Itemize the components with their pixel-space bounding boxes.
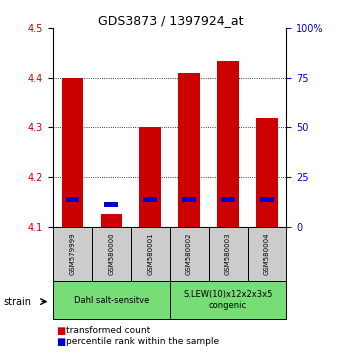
Text: GSM580001: GSM580001 [147, 233, 153, 275]
Text: ■: ■ [56, 337, 65, 347]
Bar [92, 227, 131, 281]
Bar [169, 281, 286, 319]
Text: GSM580002: GSM580002 [186, 233, 192, 275]
Bar [139, 127, 161, 227]
Bar [143, 197, 157, 202]
Bar [221, 197, 235, 202]
Bar [209, 227, 248, 281]
Text: percentile rank within the sample: percentile rank within the sample [66, 337, 220, 346]
Bar [131, 227, 169, 281]
Bar [256, 118, 278, 227]
Text: GSM580004: GSM580004 [264, 233, 270, 275]
Text: S.LEW(10)x12x2x3x5
congenic: S.LEW(10)x12x2x3x5 congenic [183, 290, 273, 310]
Text: transformed count: transformed count [66, 326, 151, 336]
Text: GDS3873 / 1397924_at: GDS3873 / 1397924_at [98, 14, 243, 27]
Bar [53, 281, 169, 319]
Bar [260, 197, 274, 202]
Bar [62, 78, 83, 227]
Text: strain: strain [3, 297, 31, 307]
Text: GSM580000: GSM580000 [108, 233, 114, 275]
Bar [104, 202, 118, 207]
Bar [178, 73, 200, 227]
Bar [65, 197, 79, 202]
Text: ■: ■ [56, 326, 65, 336]
Text: Dahl salt-sensitve: Dahl salt-sensitve [74, 296, 149, 304]
Bar [169, 227, 209, 281]
Text: GSM579999: GSM579999 [69, 233, 75, 275]
Bar [101, 214, 122, 227]
Bar [182, 197, 196, 202]
Text: GSM580003: GSM580003 [225, 233, 231, 275]
Bar [248, 227, 286, 281]
Bar [53, 227, 92, 281]
Bar [217, 61, 239, 227]
